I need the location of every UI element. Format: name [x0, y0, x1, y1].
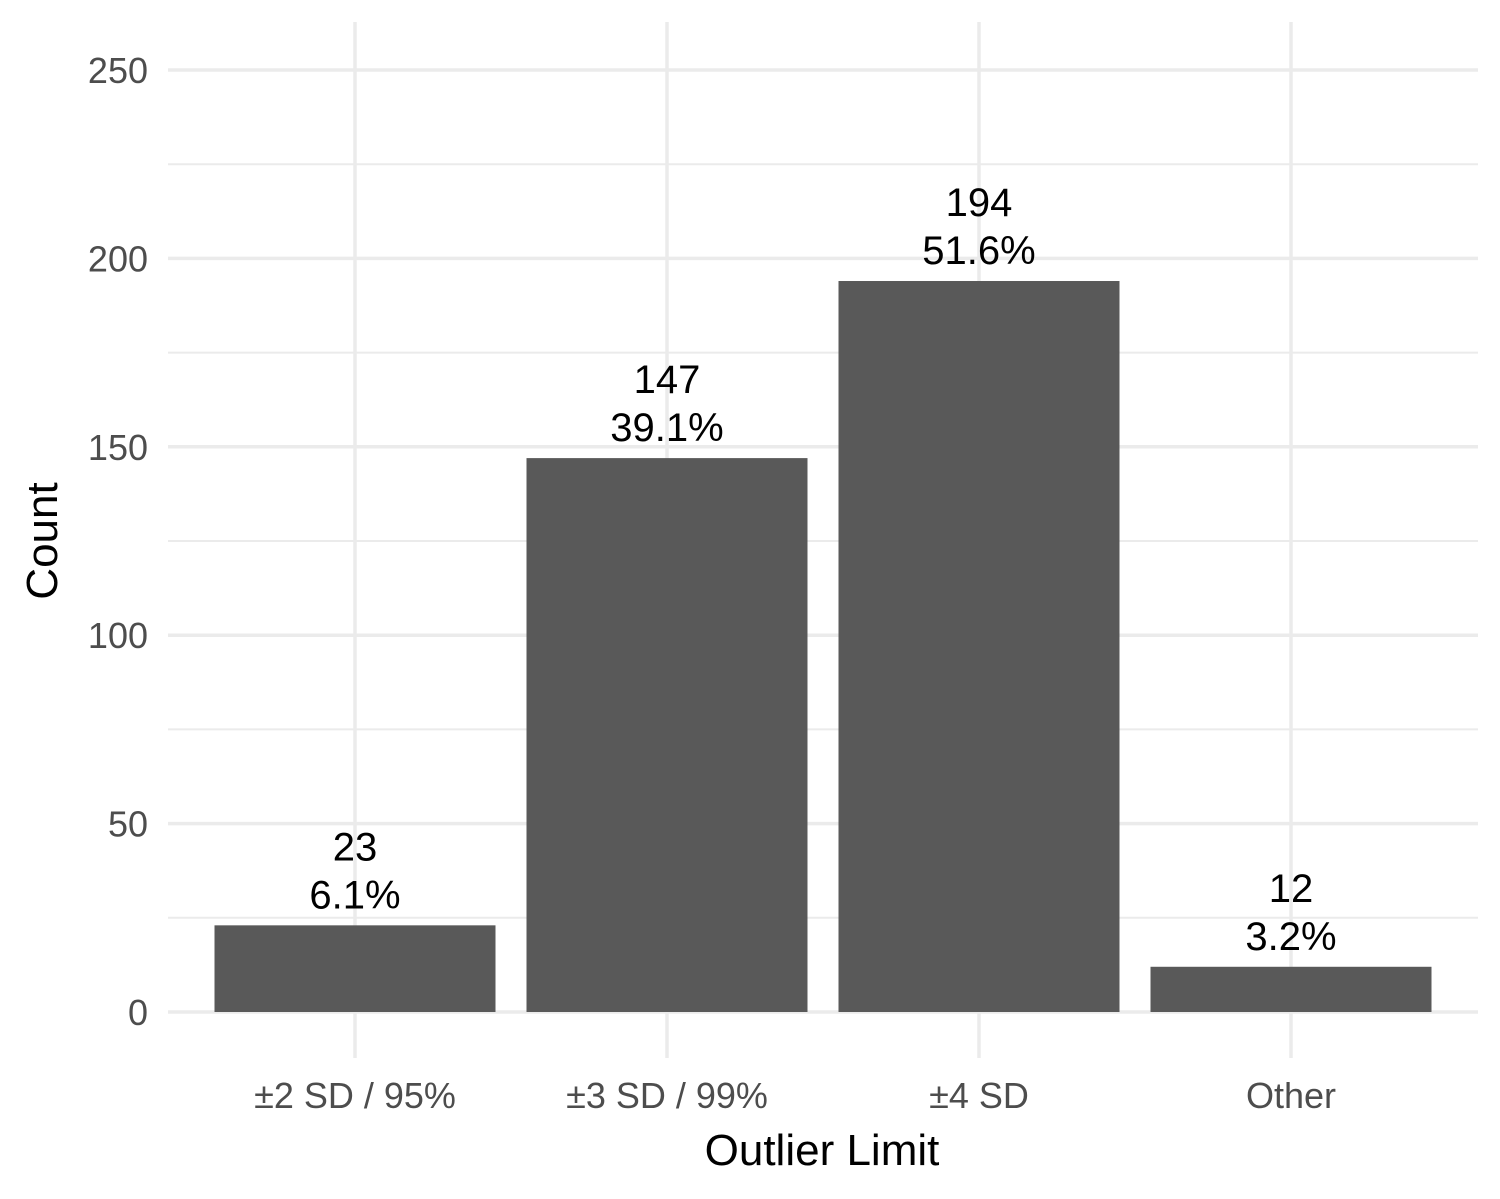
value-label: 194	[946, 181, 1013, 225]
x-tick-label: ±4 SD	[929, 1075, 1029, 1116]
percent-label: 3.2%	[1245, 915, 1336, 959]
value-label: 12	[1269, 867, 1314, 911]
bars	[214, 281, 1432, 1012]
bar	[526, 458, 808, 1012]
y-tick-label: 50	[108, 804, 148, 845]
percent-label: 6.1%	[309, 873, 400, 917]
y-tick-label: 150	[88, 427, 148, 468]
y-axis-ticks: 0 50 100 150 200 250	[88, 50, 148, 1033]
y-tick-label: 200	[88, 238, 148, 279]
x-axis-ticks: ±2 SD / 95% ±3 SD / 99% ±4 SD Other	[254, 1075, 1336, 1116]
bar	[838, 281, 1120, 1012]
value-label: 147	[634, 358, 701, 402]
bar	[214, 925, 496, 1012]
y-axis-title: Count	[18, 482, 67, 599]
y-tick-label: 0	[128, 992, 148, 1033]
bar	[1150, 966, 1432, 1012]
percent-label: 39.1%	[610, 406, 723, 450]
value-label: 23	[333, 825, 378, 869]
y-tick-label: 250	[88, 50, 148, 91]
x-tick-label: Other	[1246, 1075, 1336, 1116]
percent-label: 51.6%	[922, 229, 1035, 273]
y-tick-label: 100	[88, 615, 148, 656]
x-tick-label: ±2 SD / 95%	[254, 1075, 456, 1116]
x-tick-label: ±3 SD / 99%	[566, 1075, 768, 1116]
x-axis-title: Outlier Limit	[705, 1126, 940, 1175]
